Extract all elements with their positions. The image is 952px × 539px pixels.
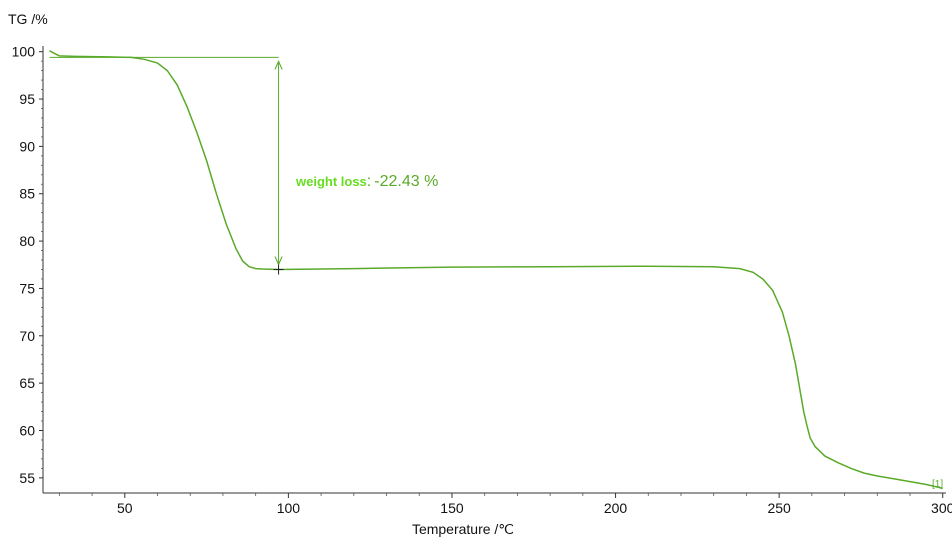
x-tick-label: 200 xyxy=(604,500,628,516)
y-tick-label: 60 xyxy=(19,422,35,438)
y-tick-label: 80 xyxy=(19,233,35,249)
y-tick-label: 55 xyxy=(19,470,35,486)
y-tick-label: 65 xyxy=(19,375,35,391)
weight-loss-value: -22.43 % xyxy=(374,173,438,190)
x-tick-label: 300 xyxy=(931,500,952,516)
y-ticks: 55 60 65 70 75 80 85 90 95 100 xyxy=(12,44,43,486)
y-tick-label: 75 xyxy=(19,280,35,296)
x-axis-title: Temperature /℃ xyxy=(412,521,514,537)
y-tick-label: 85 xyxy=(19,186,35,202)
x-ticks: 50 100 150 200 250 300 xyxy=(58,493,952,516)
weight-loss-separator: : xyxy=(367,173,371,190)
x-tick-label: 50 xyxy=(117,500,133,516)
tg-curve-line xyxy=(49,50,943,490)
x-tick-label: 150 xyxy=(440,500,464,516)
weight-loss-annotation: weight loss: -22.43 % xyxy=(295,173,438,190)
y-tick-label: 70 xyxy=(19,328,35,344)
weight-loss-label: weight loss xyxy=(295,174,367,189)
series-tag: [1] xyxy=(932,479,943,490)
y-tick-label: 90 xyxy=(19,138,35,154)
y-axis-title: TG /% xyxy=(8,11,48,27)
cross-marker xyxy=(273,264,284,275)
x-tick-label: 250 xyxy=(767,500,791,516)
x-tick-label: 100 xyxy=(277,500,301,516)
y-tick-label: 100 xyxy=(12,44,36,60)
y-tick-label: 95 xyxy=(19,91,35,107)
